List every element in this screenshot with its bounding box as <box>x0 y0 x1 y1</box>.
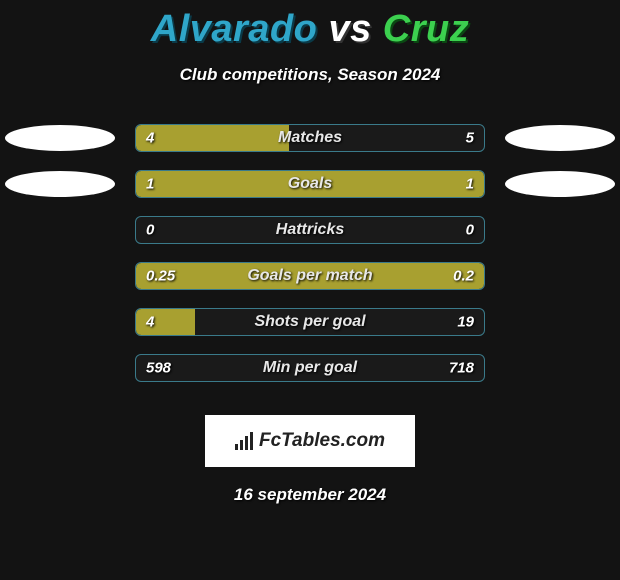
player1-oval <box>5 125 115 151</box>
logo-text: FcTables.com <box>259 430 385 452</box>
comparison-title: Alvarado vs Cruz <box>0 0 620 51</box>
stat-label: Min per goal <box>263 359 357 377</box>
bar-fill-right <box>310 171 484 197</box>
stat-row: 1 1 Goals <box>0 161 620 207</box>
stat-label: Shots per goal <box>254 313 365 331</box>
player1-oval <box>5 355 115 381</box>
bar-fill-left <box>136 125 289 151</box>
stat-value-right: 1 <box>466 176 474 193</box>
logo-bars-icon <box>235 432 253 450</box>
stat-bar: 598 718 Min per goal <box>135 354 485 382</box>
player2-oval <box>505 263 615 289</box>
player1-name: Alvarado <box>151 8 318 50</box>
logo: FcTables.com <box>235 430 385 452</box>
subtitle: Club competitions, Season 2024 <box>0 65 620 85</box>
stat-bar: 1 1 Goals <box>135 170 485 198</box>
stat-value-right: 718 <box>449 360 474 377</box>
stat-row: 0 0 Hattricks <box>0 207 620 253</box>
player2-name: Cruz <box>383 8 469 50</box>
logo-box: FcTables.com <box>205 415 415 467</box>
vs-text: vs <box>328 8 371 50</box>
stat-value-left: 598 <box>146 360 171 377</box>
stat-label: Matches <box>278 129 342 147</box>
stat-label: Goals <box>288 175 332 193</box>
stat-bar: 0 0 Hattricks <box>135 216 485 244</box>
stat-label: Hattricks <box>276 221 344 239</box>
date-text: 16 september 2024 <box>0 485 620 505</box>
stat-label: Goals per match <box>247 267 372 285</box>
stat-value-right: 0.2 <box>453 268 474 285</box>
stat-value-left: 0.25 <box>146 268 175 285</box>
player1-oval <box>5 171 115 197</box>
player2-oval <box>505 171 615 197</box>
stat-bar: 4 19 Shots per goal <box>135 308 485 336</box>
bar-fill-left <box>136 309 195 335</box>
stat-bar: 4 5 Matches <box>135 124 485 152</box>
stat-bar: 0.25 0.2 Goals per match <box>135 262 485 290</box>
stat-value-right: 5 <box>466 130 474 147</box>
stat-row: 598 718 Min per goal <box>0 345 620 391</box>
stat-value-left: 0 <box>146 222 154 239</box>
bar-fill-left <box>136 171 310 197</box>
stat-value-left: 1 <box>146 176 154 193</box>
player1-oval <box>5 309 115 335</box>
stat-value-right: 19 <box>457 314 474 331</box>
stat-row: 4 19 Shots per goal <box>0 299 620 345</box>
player2-oval <box>505 355 615 381</box>
player2-oval <box>505 217 615 243</box>
player2-oval <box>505 125 615 151</box>
player1-oval <box>5 263 115 289</box>
stat-value-left: 4 <box>146 314 154 331</box>
stat-row: 0.25 0.2 Goals per match <box>0 253 620 299</box>
stat-value-left: 4 <box>146 130 154 147</box>
stat-row: 4 5 Matches <box>0 115 620 161</box>
stat-value-right: 0 <box>466 222 474 239</box>
comparison-chart: 4 5 Matches 1 1 Goals 0 0 Hattricks 0.25 0.2 Goals … <box>0 115 620 391</box>
player2-oval <box>505 309 615 335</box>
player1-oval <box>5 217 115 243</box>
